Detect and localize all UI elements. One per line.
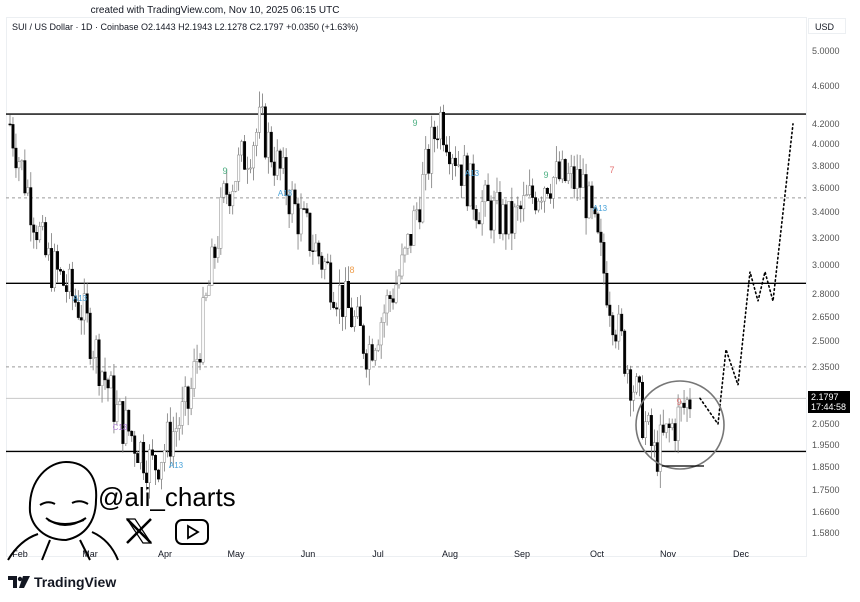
price-tick: 1.6600	[812, 507, 840, 518]
tradingview-logo[interactable]: TradingView	[8, 574, 116, 590]
td-label: 7	[609, 165, 614, 175]
td-label: A13	[465, 169, 480, 178]
price-tick: 3.6000	[812, 183, 840, 194]
tradingview-brand: TradingView	[34, 574, 117, 590]
x-logo-icon	[125, 518, 153, 544]
price-tick: 4.2000	[812, 118, 840, 129]
td-label: A13	[593, 204, 608, 213]
td-label: 8	[349, 265, 354, 275]
price-tick: 2.6500	[812, 311, 840, 322]
projection-dotted-line	[699, 123, 794, 427]
current-price-value: 2.1797	[811, 392, 839, 402]
month-tick: Aug	[441, 549, 459, 559]
month-tick: Jul	[372, 549, 384, 559]
td-label: A13	[169, 461, 184, 470]
td-label: A13	[278, 189, 293, 198]
bar-countdown: 17:44:58	[811, 402, 847, 412]
month-tick: Oct	[589, 549, 605, 559]
price-tick: 2.3500	[812, 361, 840, 372]
td-label: 9	[222, 166, 227, 176]
price-tick: 2.5000	[812, 336, 840, 346]
month-tick: Mar	[82, 549, 98, 559]
td-label: C13	[113, 423, 128, 432]
price-tick: 2.8000	[812, 288, 840, 299]
projection-path	[699, 123, 794, 427]
avatar-illustration	[7, 460, 119, 561]
month-tick: Feb	[12, 549, 28, 559]
currency-label[interactable]: USD	[808, 18, 846, 34]
td-label: 9	[412, 118, 417, 128]
month-tick: May	[227, 549, 245, 559]
price-tick: 3.8000	[812, 160, 840, 171]
price-tick: 5.0000	[812, 46, 840, 56]
month-tick: Dec	[732, 549, 750, 559]
td-sequential-labels: 9 A13 C13 A13 A13 9 8 A13 9 A13 7 9	[73, 118, 682, 470]
price-tick: 3.4000	[812, 207, 840, 218]
created-with-caption: created with TradingView.com, Nov 10, 20…	[90, 5, 340, 16]
price-tick: 1.5800	[812, 528, 840, 538]
price-tick: 3.2000	[812, 232, 840, 243]
current-price-tag: 2.1797 17:44:58	[808, 391, 850, 413]
highlight-circle	[635, 380, 725, 470]
month-tick: Apr	[157, 549, 173, 559]
price-tick: 4.0000	[812, 139, 840, 150]
symbol-legend: SUI / US Dollar · 1D · Coinbase O2.1443 …	[12, 22, 359, 32]
td-label: A13	[73, 294, 88, 303]
td-label: 9	[676, 397, 681, 407]
youtube-icon	[175, 519, 209, 545]
chart-frame	[6, 17, 806, 557]
td-label: 9	[543, 170, 548, 180]
price-axis-border	[806, 17, 807, 557]
price-tick: 3.0000	[812, 259, 840, 270]
price-tick: 1.9500	[812, 439, 840, 450]
price-tick: 2.0500	[812, 419, 840, 430]
price-tick: 1.7500	[812, 485, 840, 496]
watermark-handle: @ali_charts	[98, 482, 236, 512]
month-tick: Jun	[300, 549, 316, 559]
price-tick: 1.8500	[812, 461, 840, 472]
month-tick: Sep	[513, 549, 531, 559]
month-tick: Nov	[659, 549, 677, 559]
candles	[8, 91, 692, 499]
price-tick: 4.6000	[812, 80, 840, 91]
tradingview-logo-icon	[8, 576, 30, 588]
